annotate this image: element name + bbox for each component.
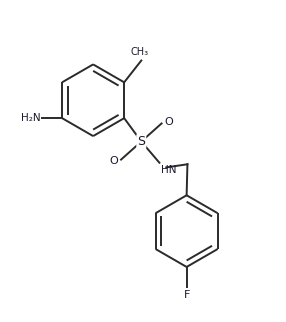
- Text: O: O: [164, 117, 173, 127]
- Text: H₂N: H₂N: [21, 113, 40, 123]
- Text: HN: HN: [161, 165, 176, 175]
- Text: S: S: [137, 135, 145, 148]
- Text: CH₃: CH₃: [131, 47, 149, 57]
- Text: O: O: [110, 156, 119, 166]
- Text: F: F: [183, 290, 190, 300]
